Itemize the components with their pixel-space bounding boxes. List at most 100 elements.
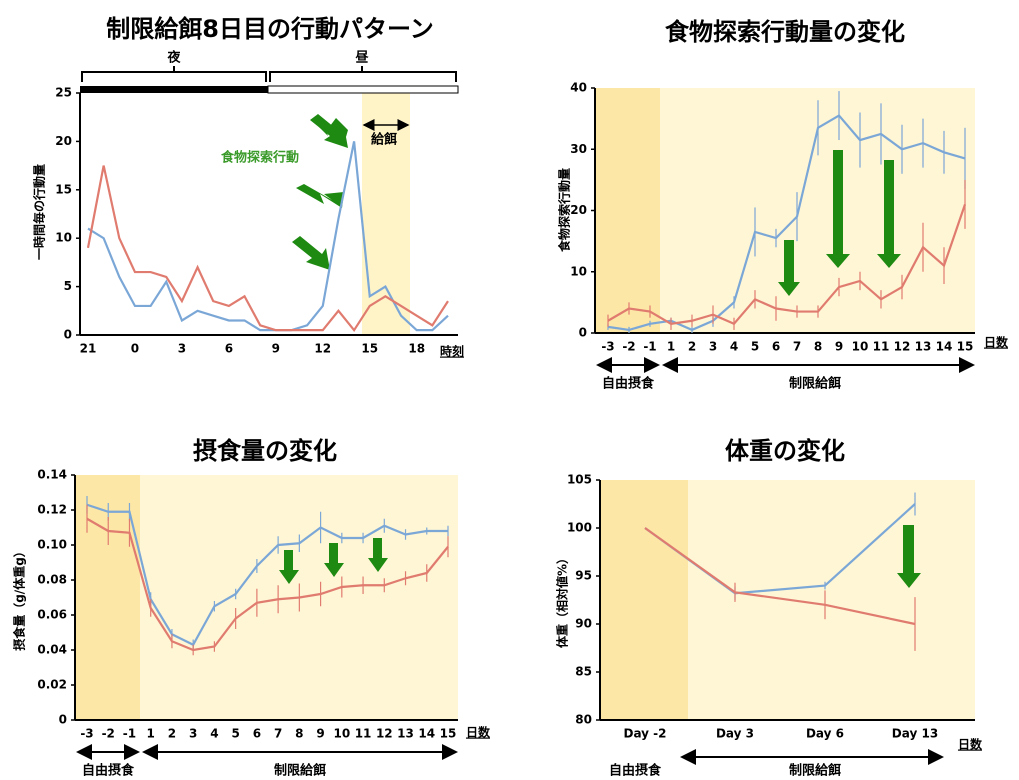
x-axis-label: 時刻	[440, 344, 464, 359]
series-line	[86, 165, 449, 333]
x-tick-label: 9	[835, 340, 843, 354]
y-tick-label: 0.04	[37, 643, 67, 657]
x-tick-label: 8	[814, 340, 822, 354]
y-tick-label: 105	[567, 473, 592, 487]
x-tick-label: 9	[272, 342, 280, 356]
x-tick-label: 14	[418, 727, 435, 741]
x-tick-label: Day 6	[806, 727, 844, 741]
x-tick-label: 11	[355, 727, 372, 741]
y-tick-label: 0.02	[37, 678, 67, 692]
y-axis-label: 一時間毎の行動量	[32, 164, 47, 260]
restricted-label: 制限給餌	[789, 763, 841, 779]
period-shade	[688, 480, 975, 720]
y-tick-label: 90	[575, 617, 592, 631]
chart-title: 食物探索行動量の変化	[665, 18, 905, 46]
y-tick-label: 0.14	[37, 468, 67, 482]
x-tick-label: 1	[667, 340, 675, 354]
feeding-label: 給餌	[371, 132, 397, 148]
y-tick-label: 0	[64, 328, 72, 342]
x-tick-label: -2	[622, 340, 635, 354]
x-tick-label: 1	[147, 727, 155, 741]
y-tick-label: 0.06	[37, 608, 67, 622]
y-tick-label: 20	[55, 134, 72, 148]
x-tick-label: 12	[314, 342, 331, 356]
x-tick-label: 3	[189, 727, 197, 741]
x-tick-label: 7	[274, 727, 282, 741]
y-tick-label: 0.12	[37, 503, 67, 517]
y-tick-label: 0.10	[37, 538, 67, 552]
free-label: 自由摂食	[602, 376, 655, 392]
x-tick-label: 3	[709, 340, 717, 354]
day-bar	[267, 85, 459, 94]
x-axis-label: 日数	[466, 725, 491, 740]
x-tick-label: 3	[178, 342, 186, 356]
y-tick-label: 15	[55, 182, 72, 196]
x-tick-label: 2	[688, 340, 696, 354]
x-tick-label: 12	[894, 340, 911, 354]
chart-title: 制限給餌8日目の行動パターン	[106, 15, 434, 43]
green-arrow	[897, 525, 921, 588]
y-tick-label: 95	[575, 569, 592, 583]
x-tick-label: Day 13	[892, 727, 938, 741]
y-tick-label: 10	[570, 264, 587, 278]
x-tick-label: 10	[333, 727, 350, 741]
x-tick-label: -1	[123, 727, 136, 741]
y-tick-label: 100	[567, 521, 592, 535]
night-label: 夜	[166, 50, 181, 66]
green-arrows	[292, 114, 348, 270]
x-tick-label: 9	[316, 727, 324, 741]
x-tick-label: 2	[168, 727, 176, 741]
x-tick-label: 7	[793, 340, 801, 354]
y-tick-label: 40	[570, 81, 587, 95]
x-tick-label: 6	[225, 342, 233, 356]
y-tick-label: 80	[575, 713, 592, 727]
x-tick-label: 4	[730, 340, 738, 354]
restricted-label: 制限給餌	[789, 376, 841, 392]
y-tick-label: 20	[570, 203, 587, 217]
y-tick-label: 0.08	[37, 573, 67, 587]
x-tick-label: 11	[873, 340, 890, 354]
x-tick-label: 0	[131, 342, 139, 356]
x-axis-label: 日数	[984, 335, 1009, 350]
x-tick-label: 4	[210, 727, 218, 741]
y-tick-label: 25	[55, 86, 72, 100]
y-tick-label: 0	[579, 326, 587, 340]
night-brace	[81, 66, 267, 82]
foraging-label: 食物探索行動	[221, 150, 299, 166]
chart-title: 摂食量の変化	[193, 437, 337, 465]
x-tick-label: -3	[601, 340, 614, 354]
x-tick-label: 14	[936, 340, 953, 354]
x-tick-label: 15	[957, 340, 974, 354]
restricted-label: 制限給餌	[274, 763, 326, 779]
x-tick-label: -3	[80, 727, 93, 741]
x-tick-label: Day -2	[623, 727, 666, 741]
x-tick-label: 6	[253, 727, 261, 741]
x-axis-label: 日数	[958, 737, 983, 752]
x-tick-label: 15	[361, 342, 378, 356]
green-arrows	[279, 538, 388, 584]
free-label: 自由摂食	[609, 763, 662, 779]
x-tick-label: 18	[408, 342, 425, 356]
x-tick-label: 10	[852, 340, 869, 354]
chart-title: 体重の変化	[725, 437, 845, 465]
period-shade	[595, 88, 660, 333]
y-tick-label: 10	[55, 231, 72, 245]
series-line	[86, 517, 449, 652]
x-tick-label: -2	[102, 727, 115, 741]
x-tick-label: 8	[295, 727, 303, 741]
x-tick-label: 6	[772, 340, 780, 354]
x-tick-label: 21	[80, 342, 97, 356]
series-line	[607, 204, 967, 326]
x-tick-label: 15	[440, 727, 457, 741]
y-tick-label: 5	[64, 279, 72, 293]
y-tick-label: 85	[575, 665, 592, 679]
series-line	[86, 503, 448, 647]
y-tick-label: 0	[59, 713, 67, 727]
series-line	[644, 527, 916, 626]
x-tick-label: 5	[751, 340, 759, 354]
y-tick-label: 30	[570, 142, 587, 156]
x-tick-label: 13	[397, 727, 414, 741]
period-shade	[362, 93, 410, 335]
day-brace	[269, 66, 457, 82]
